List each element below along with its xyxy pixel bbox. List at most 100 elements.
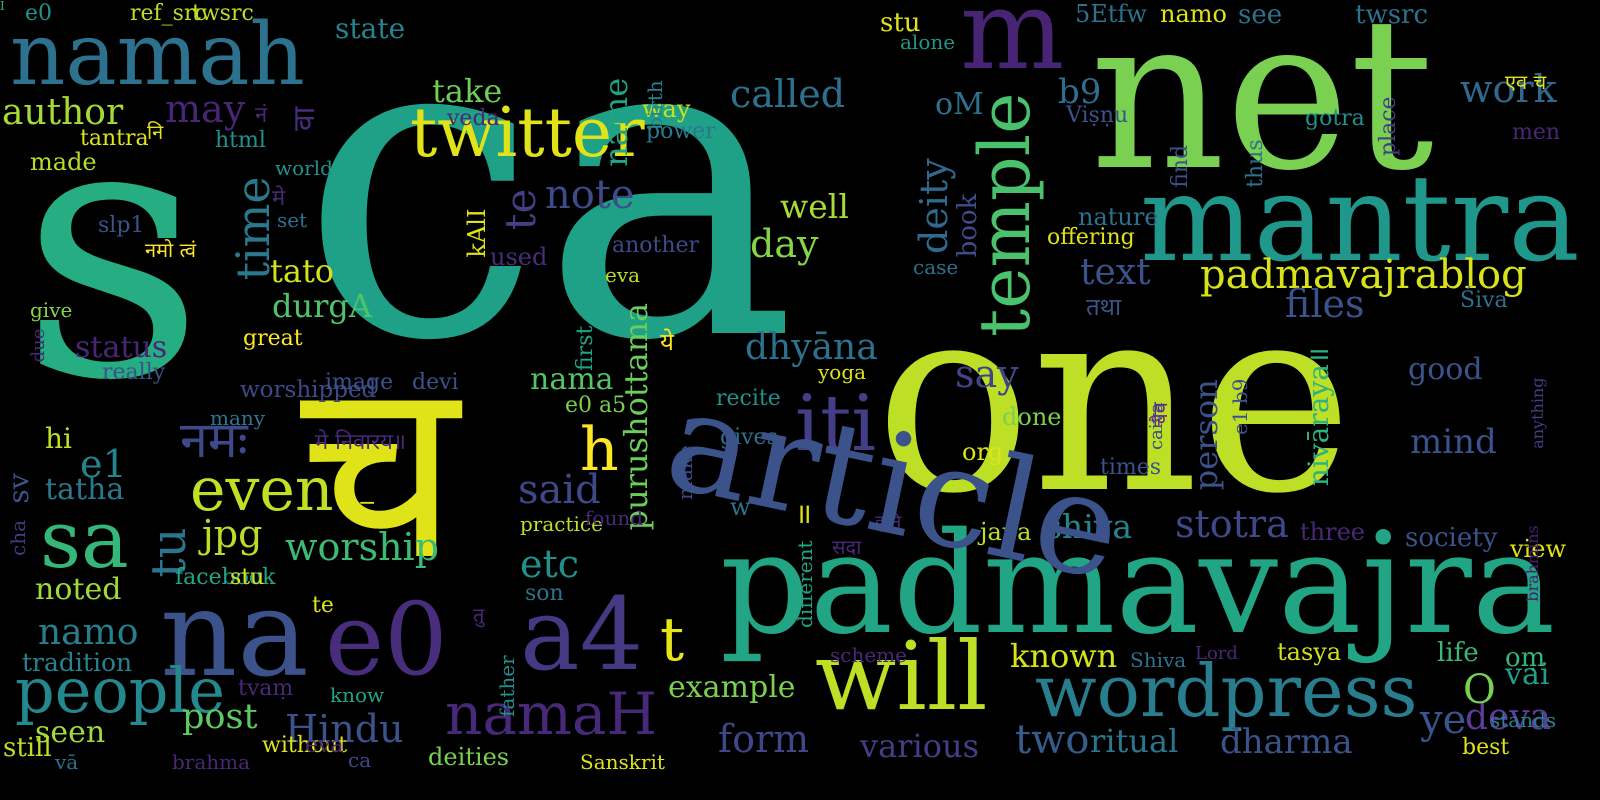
word-devi-137: devi xyxy=(412,370,459,395)
word-may-71: may xyxy=(165,87,246,131)
word-devanagari-126: तथा xyxy=(1086,293,1122,321)
word-different-159: different xyxy=(793,540,817,628)
word-i-184: I xyxy=(0,0,5,13)
word-cha-166: cha xyxy=(6,519,30,556)
word-b9-67: b9 xyxy=(1058,72,1102,112)
word-sv-153: sv xyxy=(2,473,35,504)
word-anything-88: anything xyxy=(1528,377,1547,449)
word-veda-105: veda xyxy=(447,106,500,131)
word-good-77: good xyxy=(1408,352,1483,387)
word-dhyana-26: dhyāna xyxy=(745,327,878,368)
word-first-139: first xyxy=(573,325,598,371)
word-shiva-173: Shiva xyxy=(1130,648,1187,672)
word-find-92: find xyxy=(1168,144,1193,188)
word-nature-125: nature xyxy=(1078,203,1159,231)
word-alone-100: alone xyxy=(900,30,956,54)
word-twsrc-108: twsrc xyxy=(192,1,254,26)
word-view-86: view xyxy=(1510,535,1566,563)
word-three-79: three xyxy=(1300,518,1365,546)
word-image-136: image xyxy=(325,370,394,395)
word-tantra-113: tantra xyxy=(80,126,149,151)
word-made-116: made xyxy=(30,148,97,176)
word-visnu-101: Viṣṇu xyxy=(1066,103,1129,128)
word-person-72: person xyxy=(1187,379,1225,491)
word-slp1-119: slp1 xyxy=(98,213,145,238)
word-various-46: various xyxy=(860,727,979,765)
word-devanagari-120: नमो त्वं xyxy=(145,238,197,262)
word-two-40: two xyxy=(1015,717,1090,763)
word-many-143: many xyxy=(210,406,266,430)
word-devanagari-117: मे xyxy=(272,186,286,211)
word-brahmins-87: brahmins xyxy=(1523,525,1542,602)
word-twsrc-96: twsrc xyxy=(1355,0,1429,30)
word-shiva-38: shiva xyxy=(1045,507,1133,546)
word-s-1: s xyxy=(20,40,205,459)
word-devanagari-163: तु xyxy=(473,603,485,627)
word-e1-70: e1 xyxy=(80,442,127,486)
word-deity-31: deity xyxy=(912,158,956,254)
word-brahma-177: brahma xyxy=(172,750,251,774)
word-e0-106: e0 xyxy=(25,1,53,26)
word-devanagari-155: ॥ xyxy=(795,497,812,530)
word-tradition-54: tradition xyxy=(22,648,133,677)
word-practice-161: practice xyxy=(520,512,603,536)
word-html-114: html xyxy=(215,128,266,153)
word-eva-122: eva xyxy=(605,263,641,287)
word-devanagari-144: मे निवारय॥ xyxy=(315,430,406,455)
word-status-68: status xyxy=(75,330,168,365)
word-ye-63: ye xyxy=(1420,697,1467,743)
word-namah-18: namaH xyxy=(445,680,658,748)
word-even-21: even xyxy=(190,455,334,525)
word-due-134: due xyxy=(28,328,49,363)
word-na-8: na xyxy=(160,565,309,704)
word-namah-7: namah xyxy=(10,5,305,105)
word-ca-180: ca xyxy=(348,748,372,772)
word-e1-b9-149: e1 b9 xyxy=(1228,378,1252,435)
word-h-61: h xyxy=(580,415,619,485)
word-padmavajra-5: padmavajra xyxy=(720,503,1556,666)
word-ritual-41: ritual xyxy=(1090,722,1179,760)
word-known-48: known xyxy=(1010,637,1118,675)
word-ca-0: ca xyxy=(300,0,798,435)
word-one-2: one xyxy=(875,249,1353,551)
word-nama-52: nama xyxy=(530,362,614,397)
word-set-118: set xyxy=(277,208,308,232)
word-life-80: life xyxy=(1437,638,1479,668)
word-day-30: day xyxy=(750,222,819,266)
word-well-29: well xyxy=(780,187,849,226)
word-tatha-69: tatha xyxy=(45,472,125,507)
word-om-75: oM xyxy=(935,87,984,122)
word-sa-15: sa xyxy=(40,493,129,586)
word-w-154: w xyxy=(730,493,751,521)
word-durga-59: durgA xyxy=(272,287,372,325)
word-said-50: said xyxy=(518,467,601,513)
word-deities-181: deities xyxy=(428,743,510,771)
word-iti-14: iti xyxy=(795,379,877,469)
word-called-27: called xyxy=(730,72,846,116)
word-give-132: give xyxy=(30,298,73,322)
word-deva-43: deva xyxy=(1465,697,1552,738)
word-found-162: found xyxy=(585,506,644,530)
word-lord-174: Lord xyxy=(1195,643,1238,664)
word-devanagari-90: एव च xyxy=(1505,70,1547,94)
word-world-115: world xyxy=(275,156,333,180)
word-will-12: will xyxy=(815,622,988,732)
word-devanagari-156: इति xyxy=(875,510,902,534)
word-mind-76: mind xyxy=(1410,422,1497,462)
word-wordpress-16: wordpress xyxy=(1035,649,1418,733)
word-power-103: power xyxy=(646,119,716,144)
word-done-146: done xyxy=(1002,403,1062,431)
word-stu-168: stu xyxy=(230,565,265,590)
word-scheme-172: scheme xyxy=(830,643,907,667)
word-devanagari-110: वा xyxy=(287,106,322,131)
word-still-175: still xyxy=(3,733,52,763)
word-tasya-81: tasya xyxy=(1277,638,1342,666)
word-father-165: father xyxy=(495,655,519,717)
word-m-11: m xyxy=(960,0,1065,94)
word-namo-53: namo xyxy=(38,612,139,653)
word-used-129: used xyxy=(490,243,548,271)
word-recite-141: recite xyxy=(716,386,781,411)
word-devanagari-152: ।। xyxy=(355,499,380,517)
word-another-121: another xyxy=(612,233,700,258)
